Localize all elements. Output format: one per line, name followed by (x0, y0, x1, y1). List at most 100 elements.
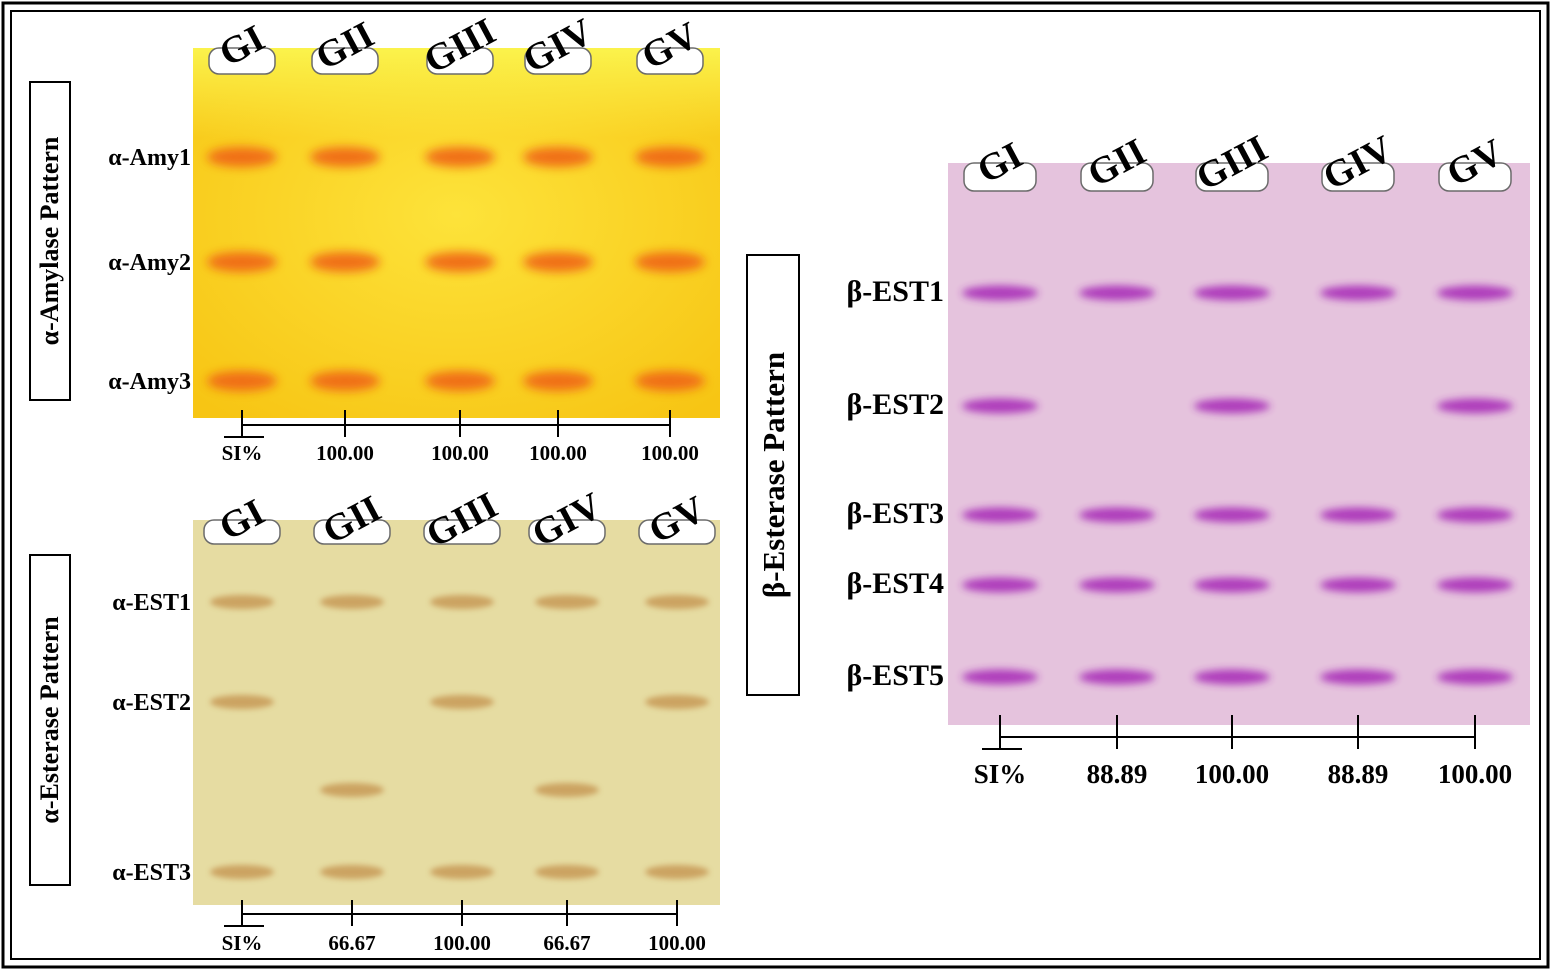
alpha-esterase-bands (210, 595, 709, 879)
si-value: 100.00 (316, 441, 374, 465)
sample-well (528, 519, 606, 545)
si-value: 66.67 (543, 931, 590, 955)
si-value: 88.89 (1087, 759, 1148, 789)
sample-well (1195, 162, 1269, 192)
sample-well (1080, 162, 1154, 192)
sample-well (311, 47, 379, 75)
beta-esterase-title: β-Esterase Pattern (756, 352, 791, 598)
si-value: 88.89 (1328, 759, 1389, 789)
gel-band (320, 783, 384, 797)
beta-esterase-title-box (746, 254, 800, 696)
gel-band (1320, 285, 1396, 301)
alpha-esterase-si-axis: SI% 66.67 100.00 66.67 100.00 (222, 900, 706, 955)
sample-well (1321, 162, 1395, 192)
band-label: α-Amy1 (108, 145, 191, 171)
gel-band (425, 147, 495, 167)
gel-band (425, 252, 495, 272)
amylase-band-labels: α-Amy1 α-Amy2 α-Amy3 (108, 145, 191, 395)
sample-well (524, 47, 592, 75)
gel-band (430, 595, 494, 609)
gel-band (645, 865, 709, 879)
amylase-wells (208, 47, 704, 75)
amylase-bands (207, 147, 705, 391)
gel-band (1079, 669, 1155, 685)
gel-band (320, 865, 384, 879)
band-label: β-EST5 (847, 659, 945, 692)
band-label: α-EST1 (112, 590, 191, 616)
gel-band (207, 147, 277, 167)
gel-band (210, 865, 274, 879)
gel-band (207, 252, 277, 272)
gel-band (320, 595, 384, 609)
sample-well (1438, 162, 1512, 192)
sample-well (423, 519, 501, 545)
gel-band (535, 595, 599, 609)
si-value: 100.00 (641, 441, 699, 465)
gel-band (1079, 285, 1155, 301)
gel-band (1437, 398, 1513, 414)
gel-band (1194, 507, 1270, 523)
sample-well (963, 162, 1037, 192)
gel-band (430, 695, 494, 709)
gel-band (962, 398, 1038, 414)
gel-band (310, 371, 380, 391)
beta-esterase-gel (948, 163, 1530, 725)
gel-band (962, 577, 1038, 593)
si-value: 100.00 (431, 441, 489, 465)
sample-well (426, 47, 494, 75)
alpha-esterase-band-labels: α-EST1 α-EST2 α-EST3 (112, 590, 191, 886)
sample-well (636, 47, 704, 75)
gel-band (523, 147, 593, 167)
si-value: 100.00 (529, 441, 587, 465)
band-label: β-EST2 (847, 388, 945, 421)
gel-band (1437, 285, 1513, 301)
band-label: α-Amy2 (108, 250, 191, 276)
beta-esterase-wells (963, 162, 1512, 192)
gel-band (1437, 669, 1513, 685)
si-value: 100.00 (648, 931, 706, 955)
si-value: 100.00 (433, 931, 491, 955)
beta-esterase-band-labels: β-EST1 β-EST2 β-EST3 β-EST4 β-EST5 (847, 275, 945, 692)
gel-band (635, 147, 705, 167)
gel-band (962, 285, 1038, 301)
gel-band (1194, 669, 1270, 685)
gel-band (1194, 577, 1270, 593)
gel-band (1437, 507, 1513, 523)
gel-band (425, 371, 495, 391)
gel-band (310, 252, 380, 272)
si-label: SI% (222, 931, 263, 955)
inner-border (10, 10, 1541, 960)
si-label: SI% (222, 441, 263, 465)
gel-band (1320, 577, 1396, 593)
alpha-esterase-title-box (29, 554, 71, 886)
gel-band (1079, 577, 1155, 593)
gel-band (535, 783, 599, 797)
amylase-title-box (29, 81, 71, 401)
gel-band (523, 371, 593, 391)
band-label: β-EST3 (847, 497, 945, 530)
beta-esterase-bands (962, 285, 1513, 685)
si-value: 100.00 (1195, 759, 1269, 789)
band-label: α-EST2 (112, 690, 191, 716)
band-label: β-EST4 (847, 567, 945, 600)
sample-well (638, 519, 716, 545)
gel-band (1437, 577, 1513, 593)
band-label: α-Amy3 (108, 369, 191, 395)
gel-band (207, 371, 277, 391)
gel-band (210, 695, 274, 709)
panel-beta-esterase: GI GII GIII GIV GV β-EST1β-EST2β-EST3β-EST4β… (746, 127, 1530, 789)
amylase-si-axis: SI% 100.00 100.00 100.00 100.00 (222, 410, 699, 465)
si-value: 100.00 (1438, 759, 1512, 789)
gel-band (645, 595, 709, 609)
si-label: SI% (974, 759, 1027, 789)
amylase-title: α-Amylase Pattern (35, 136, 64, 345)
beta-esterase-si-axis: SI% 88.89 100.00 88.89 100.00 (974, 715, 1512, 789)
gel-band (1194, 398, 1270, 414)
gel-band (535, 865, 599, 879)
gel-band (1194, 285, 1270, 301)
band-label: α-EST3 (112, 860, 191, 886)
alpha-esterase-wells (203, 519, 716, 545)
